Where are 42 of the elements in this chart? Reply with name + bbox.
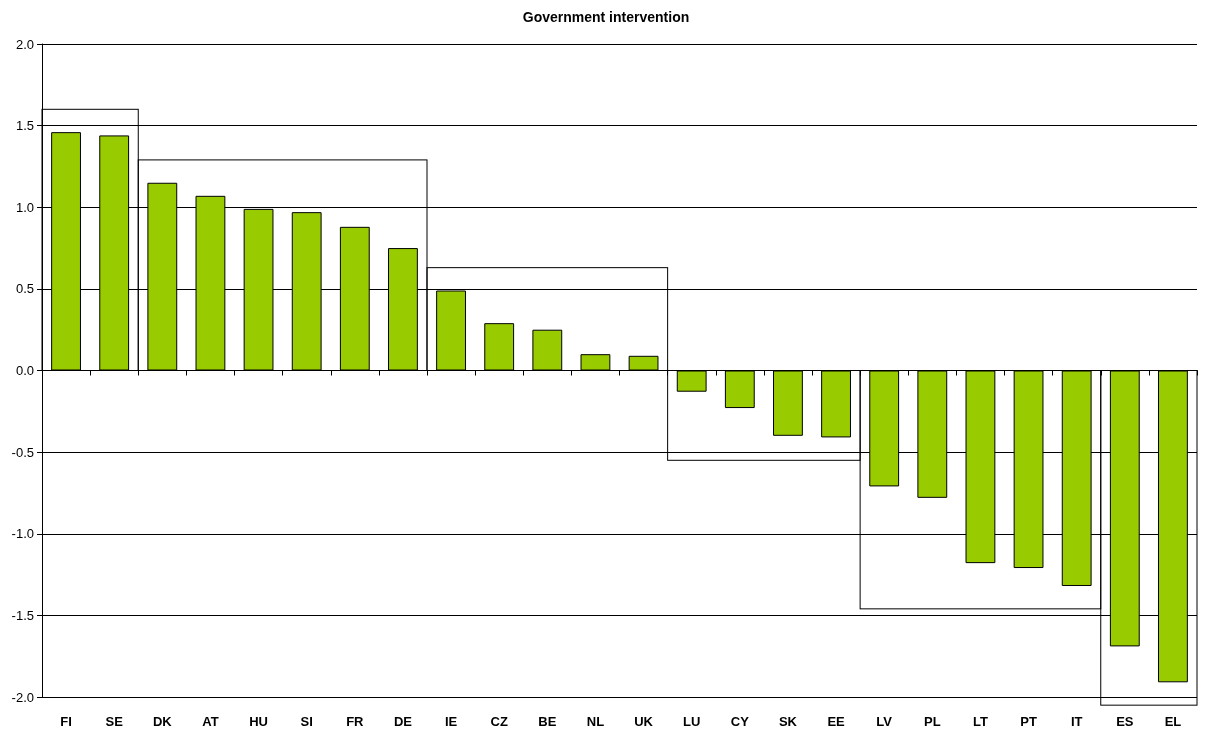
x-tick-label: UK [634,714,654,729]
bar [580,354,611,371]
x-tick-label: EL [1164,714,1182,729]
y-tick-label: 0.5 [15,281,34,297]
x-tick-label: SI [300,714,313,729]
x-tick-label: PT [1020,714,1037,729]
x-tick-label: CY [730,714,750,729]
y-tick-label: -0.5 [11,444,34,460]
x-tick-label: CZ [490,714,508,729]
bar [724,370,755,409]
bar [676,370,707,392]
x-tick-label: SE [105,714,124,729]
x-tick-label: FI [60,714,72,729]
x-tick-label: LV [876,714,893,729]
x-tick-label: HU [249,714,268,729]
x-tick-label: EE [827,714,846,729]
x-tick-label: SK [778,714,798,729]
bar [628,355,659,371]
chart-title: Government intervention [522,9,690,25]
y-tick-label: -2.0 [11,689,34,705]
y-tick-label: 1.5 [15,118,34,134]
bar [773,370,803,436]
x-tick-label: BE [538,714,557,729]
y-tick-label: -1.0 [11,526,34,542]
x-tick-label: PL [924,714,941,729]
y-tick-label: 1.0 [15,199,34,215]
y-tick-label: 0.0 [15,363,34,378]
x-tick-label: IT [1070,714,1083,729]
x-tick-label: DE [393,714,413,729]
x-tick-label: ES [1116,714,1134,729]
x-tick-label: AT [202,714,219,729]
x-tick-label: LU [683,714,701,729]
bar [532,329,563,371]
x-tick-label: DK [152,714,173,729]
x-tick-label: NL [586,714,605,729]
x-tick-label: LT [972,714,988,729]
x-tick-label: IE [444,714,458,729]
x-tick-label: FR [346,714,365,729]
y-tick-label: -1.5 [11,607,34,623]
y-tick-label: 2.0 [15,36,34,52]
bar [821,370,851,438]
bar [484,323,515,371]
